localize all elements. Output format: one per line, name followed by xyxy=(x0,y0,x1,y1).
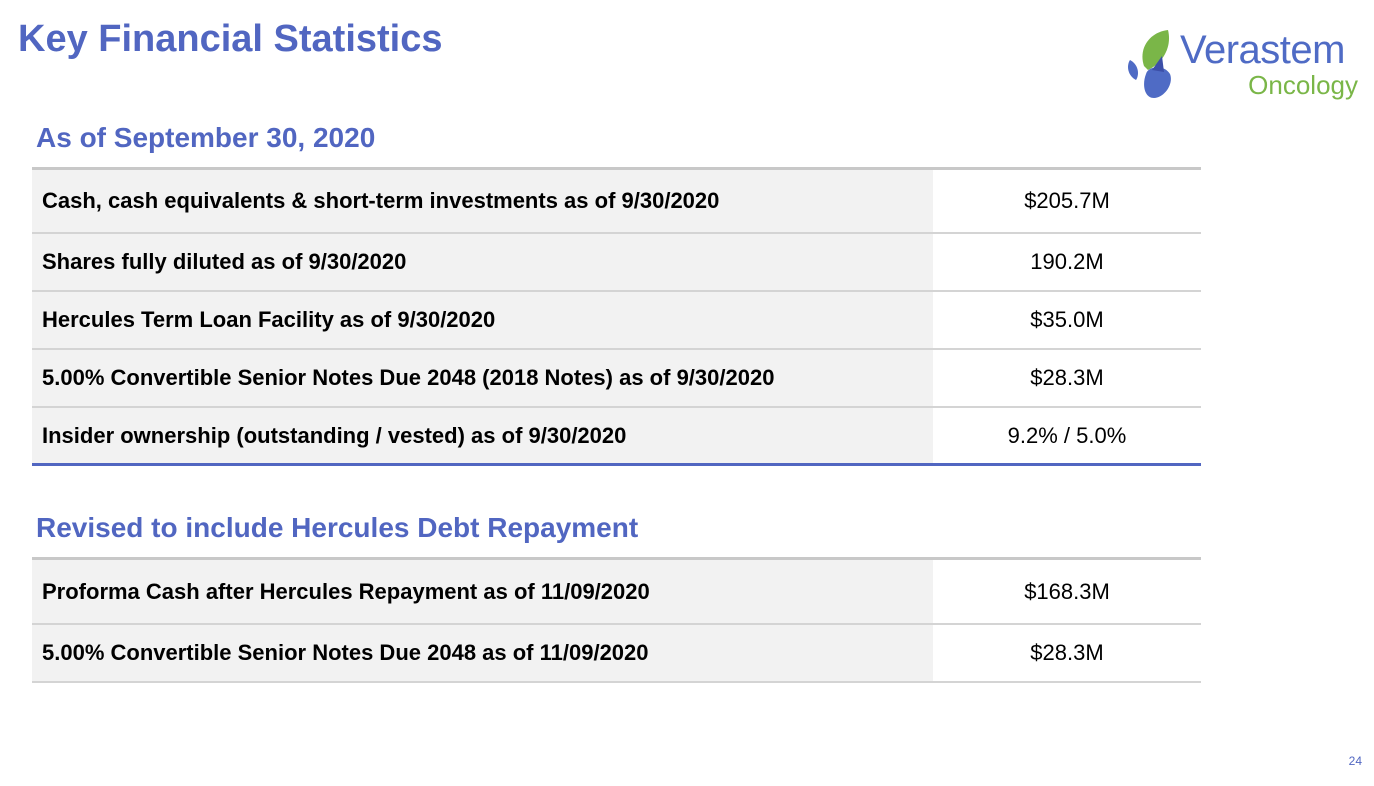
logo-subtitle: Oncology xyxy=(1248,70,1358,100)
page-number: 24 xyxy=(1348,754,1362,768)
table-row: 5.00% Convertible Senior Notes Due 2048 … xyxy=(32,350,1201,408)
proforma-stats-table: Proforma Cash after Hercules Repayment a… xyxy=(32,557,1201,683)
logo-wordmark: Verastem xyxy=(1180,28,1345,72)
page-title: Key Financial Statistics xyxy=(18,18,443,60)
row-label: 5.00% Convertible Senior Notes Due 2048 … xyxy=(32,625,933,681)
row-label: Hercules Term Loan Facility as of 9/30/2… xyxy=(32,292,933,348)
row-label: 5.00% Convertible Senior Notes Due 2048 … xyxy=(32,350,933,406)
row-value: 9.2% / 5.0% xyxy=(933,408,1201,463)
section-heading-revised: Revised to include Hercules Debt Repayme… xyxy=(36,512,639,543)
table-row: Cash, cash equivalents & short-term inve… xyxy=(32,170,1201,234)
row-label: Shares fully diluted as of 9/30/2020 xyxy=(32,234,933,290)
row-label: Proforma Cash after Hercules Repayment a… xyxy=(32,560,933,623)
verastem-mark-icon xyxy=(1128,30,1171,98)
table-row: 5.00% Convertible Senior Notes Due 2048 … xyxy=(32,625,1201,683)
row-value: $168.3M xyxy=(933,560,1201,623)
row-label: Cash, cash equivalents & short-term inve… xyxy=(32,170,933,232)
table-row: Proforma Cash after Hercules Repayment a… xyxy=(32,560,1201,625)
section-heading-as-of: As of September 30, 2020 xyxy=(36,122,376,153)
table-row: Shares fully diluted as of 9/30/2020 190… xyxy=(32,234,1201,292)
row-label: Insider ownership (outstanding / vested)… xyxy=(32,408,933,463)
row-value: $28.3M xyxy=(933,350,1201,406)
row-value: $35.0M xyxy=(933,292,1201,348)
table-row: Insider ownership (outstanding / vested)… xyxy=(32,408,1201,466)
row-value: $28.3M xyxy=(933,625,1201,681)
company-logo: Verastem Oncology xyxy=(1124,26,1364,104)
financial-stats-table: Cash, cash equivalents & short-term inve… xyxy=(32,167,1201,466)
row-value: $205.7M xyxy=(933,170,1201,232)
row-value: 190.2M xyxy=(933,234,1201,290)
table-row: Hercules Term Loan Facility as of 9/30/2… xyxy=(32,292,1201,350)
